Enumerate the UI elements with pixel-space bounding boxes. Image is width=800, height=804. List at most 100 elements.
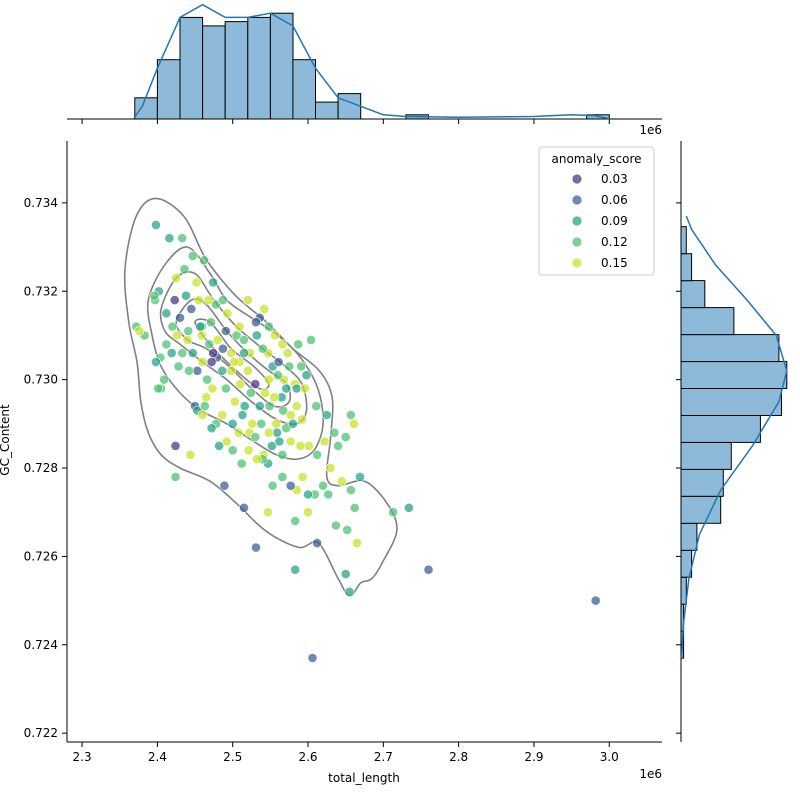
scatter-point [211, 299, 221, 310]
scatter-point [245, 387, 256, 398]
scatter-point [273, 357, 284, 367]
scatter-point [220, 383, 231, 394]
scatter-point [203, 295, 214, 305]
scatter-point [297, 471, 308, 482]
scatter-point [355, 471, 365, 482]
scatter-point [345, 410, 356, 420]
scatter-point [263, 427, 274, 438]
x-tick-label: 2.6 [298, 750, 317, 764]
scatter-point [150, 220, 161, 230]
scatter-point [349, 418, 359, 429]
right-histogram-bar [680, 414, 761, 443]
scatter-point [247, 418, 258, 429]
legend-marker [572, 216, 582, 226]
scatter-point [217, 410, 228, 420]
scatter-point [300, 383, 310, 394]
right-marginal-histogram [676, 141, 788, 742]
scatter-point [134, 326, 145, 336]
top-histogram-bar [156, 59, 181, 120]
scatter-point [208, 277, 218, 288]
scatter-point [175, 312, 185, 323]
scatter-point [199, 255, 209, 266]
scatter-point [307, 653, 318, 663]
scatter-point [260, 387, 270, 398]
scatter-point [235, 379, 246, 389]
scatter-point [340, 569, 351, 579]
scatter-point [199, 401, 210, 411]
legend-label: 0.09 [601, 214, 628, 228]
scatter-point [197, 410, 208, 420]
scatter-point [319, 436, 330, 447]
scatter-point [208, 348, 218, 358]
top-histogram-bar [247, 16, 271, 120]
legend-marker [572, 174, 582, 184]
scatter-point [318, 480, 328, 491]
scatter-point [259, 303, 270, 314]
scatter-point [212, 334, 223, 345]
x-tick-label: 2.8 [449, 750, 468, 764]
scatter-point [257, 343, 268, 354]
scatter-point [226, 348, 237, 358]
scatter-point [242, 295, 253, 305]
scatter-point [201, 392, 212, 403]
scatter-point [266, 440, 277, 451]
scatter-point [251, 454, 262, 465]
scatter-point [236, 458, 247, 469]
scatter-point [277, 471, 288, 482]
scatter-point [239, 502, 249, 513]
right-histogram-bar [680, 361, 788, 389]
scatter-point [303, 440, 314, 451]
kde-contour-line [175, 298, 292, 408]
scatter-point [171, 273, 182, 283]
scatter-point [340, 432, 351, 442]
scatter-point [195, 321, 206, 332]
scatter-point [243, 445, 254, 456]
scatter-point [269, 392, 279, 403]
right-histogram-bar [680, 576, 687, 605]
scatter-point [352, 538, 362, 548]
scatter-point [303, 507, 313, 518]
scatter-point [323, 489, 334, 500]
scatter-point [217, 343, 228, 354]
scatter-point [202, 374, 212, 385]
scatter-point [229, 357, 240, 367]
scatter-point [184, 365, 194, 376]
legend-box [538, 146, 655, 276]
scatter-point [233, 427, 244, 438]
y-axis-label: GC_Content [0, 404, 12, 476]
top-kde-line [134, 3, 610, 120]
y-tick-label: 0.732 [24, 284, 58, 298]
scatter-point [295, 440, 306, 451]
scatter-point [187, 250, 198, 261]
scatter-point [329, 427, 340, 438]
scatter-point [290, 564, 301, 575]
scatter-point [217, 295, 228, 305]
scatter-point [277, 339, 288, 350]
scatter-point [312, 538, 322, 548]
scatter-point [267, 480, 278, 491]
scatter-point [291, 383, 302, 394]
top-histogram-bar [292, 59, 316, 120]
scatter-point [173, 361, 184, 372]
scatter-point [311, 401, 322, 411]
right-histogram-bar [680, 522, 698, 551]
scatter-point [256, 418, 267, 429]
scatter-point [306, 334, 316, 345]
scatter-point [167, 321, 178, 332]
scatter-point [291, 401, 302, 411]
scatter-point [282, 348, 293, 358]
scatter-point [179, 264, 190, 275]
scatter-point [191, 277, 202, 288]
scatter-point [590, 595, 601, 606]
scatter-point [177, 233, 188, 244]
scatter-point [231, 330, 242, 341]
scatter-point [239, 334, 249, 345]
scatter-point [250, 379, 261, 389]
y-tick-label: 0.722 [24, 726, 58, 740]
legend: anomaly_score 0.03 0.06 0.09 0.12 0.15 [538, 146, 655, 276]
scatter-point [227, 445, 238, 456]
scatter-point [342, 525, 353, 535]
right-histogram-bar [680, 307, 735, 336]
scatter-point [251, 317, 261, 328]
